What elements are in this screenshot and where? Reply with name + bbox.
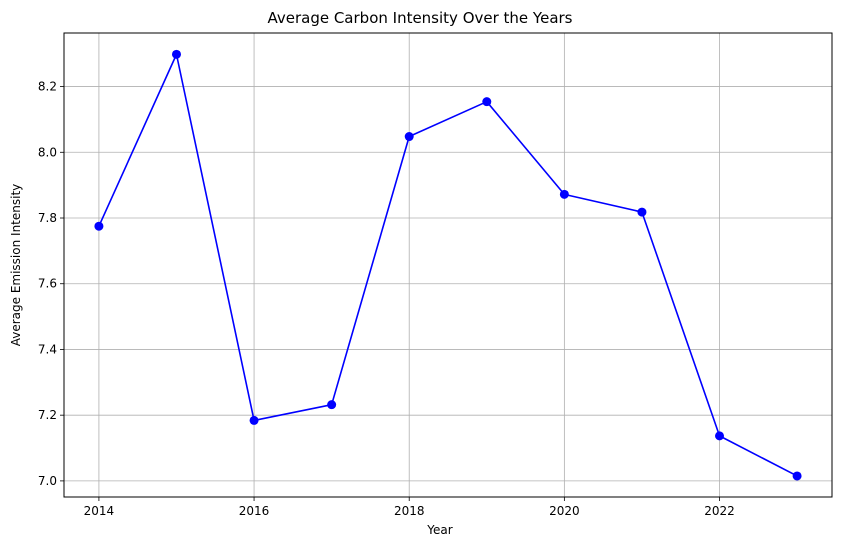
data-point [792,471,802,481]
x-tick-label: 2018 [394,504,425,518]
plot-area [63,32,833,498]
data-point [404,132,414,142]
x-tick-label: 2020 [549,504,580,518]
plot-background [64,33,832,497]
data-point [327,400,337,410]
data-point [249,415,259,425]
y-axis-ticks: 7.0 7.2 7.4 7.6 7.8 8.0 8.2 [38,80,64,488]
data-point [559,189,569,199]
series-line [98,53,798,477]
y-tick-label: 7.8 [38,211,57,225]
data-point [637,207,647,217]
x-tick-label: 2014 [84,504,115,518]
x-axis-label: Year [426,523,452,537]
data-point [94,221,104,231]
y-tick-label: 8.0 [38,145,57,159]
x-tick-label: 2016 [239,504,270,518]
y-axis-label: Average Emission Intensity [9,184,23,347]
y-tick-label: 7.6 [38,277,57,291]
data-point [715,431,725,441]
plot-frame [63,32,833,498]
series-group [94,49,802,481]
chart-title: Average Carbon Intensity Over the Years [267,9,572,27]
x-tick-label: 2022 [704,504,735,518]
data-point [482,97,492,107]
y-tick-label: 7.0 [38,474,57,488]
y-tick-label: 7.4 [38,342,57,356]
y-tick-label: 8.2 [38,80,57,94]
x-axis-ticks: 2014 2016 2018 2020 2022 [84,497,735,518]
data-point [171,49,181,59]
y-tick-label: 7.2 [38,408,57,422]
y-gridlines [64,86,832,482]
